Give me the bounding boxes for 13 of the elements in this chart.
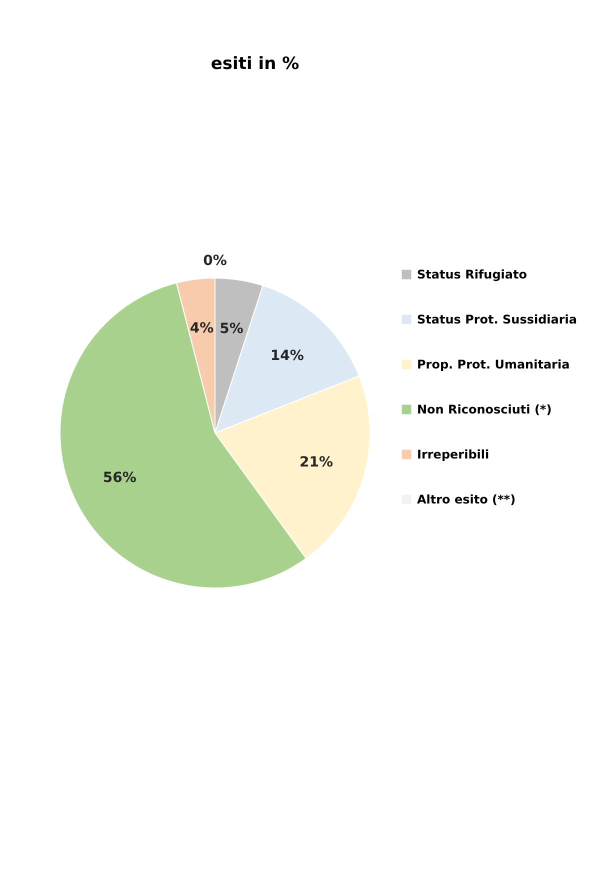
data-label: 56% bbox=[102, 470, 136, 486]
chart-title: esiti in % bbox=[210, 54, 300, 74]
data-label: 4% bbox=[190, 320, 214, 336]
text: 0% bbox=[203, 253, 227, 269]
data-label: 21% bbox=[299, 454, 333, 470]
legend-label: Status Prot. Sussidiaria bbox=[417, 312, 578, 326]
legend-label: Prop. Prot. Umanitaria bbox=[417, 358, 570, 372]
data-label: 14% bbox=[270, 348, 304, 364]
data-label: 5% bbox=[220, 320, 244, 337]
legend-label: Non Riconosciuti (*) bbox=[417, 402, 552, 416]
legend-label: Irreperibili bbox=[417, 448, 490, 462]
legend-label: Altro esito (**) bbox=[417, 492, 516, 506]
legend-label: Status Rifugiato bbox=[417, 268, 527, 282]
